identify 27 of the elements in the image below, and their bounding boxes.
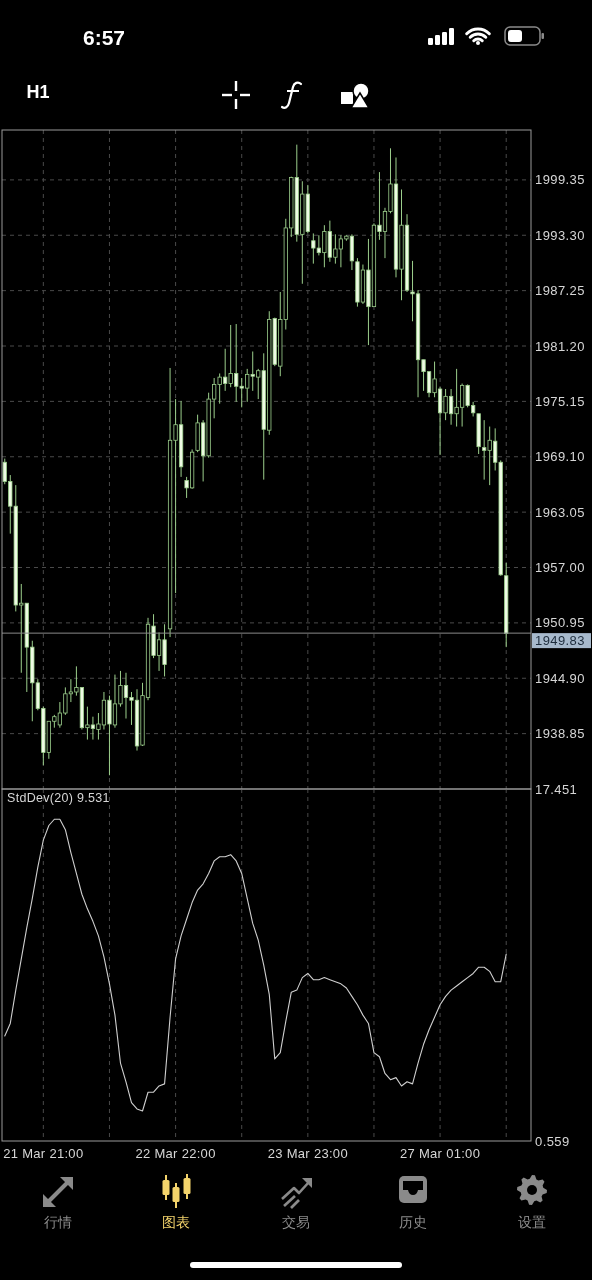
text: 6:57 [82,25,126,49]
x-tick-label: 23 Mar 23:00 [267,1145,348,1161]
text: 图表 [162,1214,190,1230]
y-tick-label: 1957.00 [535,560,585,575]
y-tick-label: 1963.05 [535,504,585,520]
x-tick-label: 21 Mar 21:00 [3,1145,84,1161]
x-tick-label: 22 Mar 22:00 [135,1145,216,1161]
line-series [4,818,507,1112]
chart-title: StdDev(20) 9.531 [7,791,110,805]
y-tick-label: 1944.90 [535,670,585,686]
text: H1 [26,82,50,102]
y-tick-label: 1938.85 [535,726,585,742]
y-tick-label: 1969.10 [535,449,585,465]
y-tick-label: 17.451 [535,781,578,797]
y-tick-label: 1981.20 [535,338,585,354]
y-tick-label: 0.559 [535,1133,570,1149]
text: 交易 [282,1214,310,1230]
y-tick-label: 1975.15 [535,393,585,409]
text: 设置 [518,1214,546,1230]
y-tick-label: 1950.95 [535,615,585,631]
ref-line-label: 1949.83 [535,633,585,649]
x-tick-label: 27 Mar 01:00 [399,1145,481,1161]
text: 历史 [399,1214,427,1230]
y-tick-label: 1987.25 [535,283,585,299]
y-tick-label: 1993.30 [535,227,585,243]
y-tick-label: 1999.35 [535,172,585,188]
text: 行情 [44,1214,72,1230]
